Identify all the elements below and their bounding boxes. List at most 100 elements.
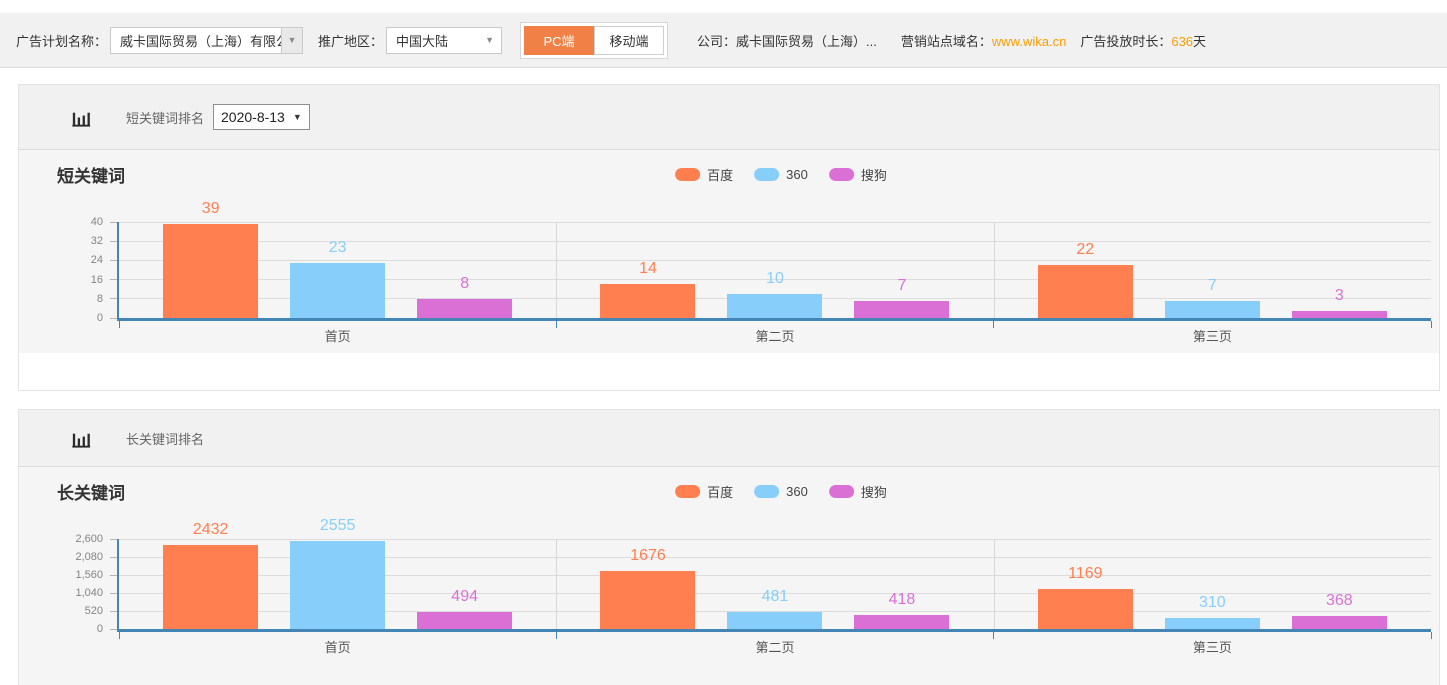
y-axis-tick-label: 24 — [90, 254, 103, 267]
legend-item-360[interactable]: 360 — [754, 484, 808, 499]
x-axis-tick — [555, 321, 557, 328]
y-axis-tick-label: 32 — [90, 235, 103, 248]
bar-column: 1676 — [600, 547, 696, 629]
plan-name-label: 广告计划名称： — [16, 33, 108, 49]
x-axis-line — [117, 318, 1431, 321]
legend-item-baidu[interactable]: 百度 — [675, 482, 733, 501]
legend-item-360[interactable]: 360 — [754, 167, 808, 182]
chart-legend: 百度 360 搜狗 — [675, 165, 887, 184]
bar-column: 14 — [600, 260, 696, 318]
bar-group: 14 10 7 — [556, 222, 993, 318]
gridline — [119, 240, 1431, 242]
bar[interactable] — [600, 571, 696, 629]
bar-groups: 2432 2555 494 1676 481 418 1169 310 368 — [119, 517, 1431, 629]
bar[interactable] — [1037, 588, 1133, 629]
legend-item-sogou[interactable]: 搜狗 — [828, 482, 887, 501]
site-domain-info: 营销站点域名：www.wika.cn — [901, 31, 1066, 50]
legend-item-sogou[interactable]: 搜狗 — [828, 165, 887, 184]
bar-groups: 39 23 8 14 10 7 22 7 3 — [119, 200, 1431, 318]
y-axis-tick — [110, 240, 117, 242]
bar-column: 2432 — [163, 521, 259, 629]
y-axis-tick — [110, 221, 117, 223]
y-axis-tick-label: 520 — [84, 605, 103, 617]
ad-duration-info: 广告投放时长：636天 — [1080, 31, 1206, 50]
bar-value-label: 3 — [1334, 286, 1344, 304]
bar-value-label: 39 — [201, 200, 220, 218]
chart-legend: 百度 360 搜狗 — [675, 482, 887, 501]
bar-column: 2555 — [290, 517, 386, 629]
bar[interactable] — [727, 294, 823, 318]
legend-swatch — [754, 485, 780, 498]
long-keyword-header: 长关键词排名 — [19, 410, 1439, 467]
category-label: 首页 — [324, 640, 351, 655]
bar-column: 39 — [163, 200, 259, 318]
legend-item-baidu[interactable]: 百度 — [675, 165, 733, 184]
legend-swatch — [828, 485, 854, 498]
bar-column: 7 — [854, 277, 950, 318]
y-axis-tick-label: 16 — [90, 273, 103, 286]
company-info: 公司：威卡国际贸易（上海）... — [697, 31, 877, 50]
gridline — [119, 592, 1431, 594]
short-keyword-card: 短关键词排名 2020-8-13 ▼ 短关键词 百度 360 搜狗 0 8 16 24 — [18, 84, 1440, 391]
legend-swatch — [754, 168, 780, 181]
x-axis-tick — [555, 632, 557, 639]
region-value: 中国大陆 — [396, 33, 449, 49]
y-axis-tick — [110, 574, 117, 576]
bar[interactable] — [163, 544, 259, 629]
bar[interactable] — [1164, 618, 1260, 629]
y-axis-tick — [110, 317, 117, 319]
x-axis-tick — [993, 321, 995, 328]
bar[interactable] — [854, 301, 950, 318]
bar[interactable] — [417, 611, 513, 629]
plan-name-select[interactable]: 威卡国际贸易（上海）有限公 ▼ — [110, 26, 304, 54]
legend-swatch — [675, 168, 701, 181]
gridline — [119, 610, 1431, 612]
bar-group: 1169 310 368 — [994, 539, 1431, 629]
bar-group: 39 23 8 — [119, 200, 556, 318]
gridline — [119, 538, 1431, 540]
bar-value-label: 1169 — [1068, 564, 1103, 582]
bar[interactable] — [1291, 310, 1387, 318]
group-separator — [556, 539, 558, 629]
category-label: 第二页 — [755, 640, 795, 655]
bar[interactable] — [854, 614, 950, 629]
y-axis-tick-label: 2,080 — [75, 551, 103, 563]
bar-column: 23 — [290, 238, 386, 318]
y-axis-tick — [110, 592, 117, 594]
x-axis-tick — [118, 321, 120, 328]
gridline — [119, 279, 1431, 281]
long-keyword-chart: 长关键词 百度 360 搜狗 0 520 1,040 1,560 2,080 2,600 2… — [19, 467, 1439, 685]
bar[interactable] — [1291, 616, 1387, 629]
company-label: 公司： — [697, 33, 737, 49]
x-axis-tick — [993, 632, 995, 639]
bar-value-label: 23 — [328, 238, 347, 256]
site-domain-link[interactable]: www.wika.cn — [991, 33, 1067, 49]
date-select[interactable]: 2020-8-13 ▼ — [213, 104, 310, 130]
category-label: 第三页 — [1192, 640, 1232, 655]
x-axis-tick — [1430, 321, 1432, 328]
bar-column: 7 — [1164, 277, 1260, 318]
bar[interactable] — [290, 262, 386, 318]
mobile-tab[interactable]: 移动端 — [594, 25, 665, 55]
short-keyword-chart: 短关键词 百度 360 搜狗 0 8 16 24 32 40 39 23 8 14 10 7 22 7 3 … — [19, 150, 1439, 353]
bar[interactable] — [163, 224, 259, 318]
group-separator — [993, 222, 995, 318]
y-axis-line — [117, 539, 119, 632]
y-axis-tick — [110, 279, 117, 281]
bar[interactable] — [1164, 301, 1260, 318]
bar-value-label: 368 — [1325, 592, 1353, 610]
plot-area: 0 520 1,040 1,560 2,080 2,600 2432 2555 494 1676 4… — [19, 513, 1439, 685]
bar[interactable] — [727, 612, 823, 629]
pc-tab[interactable]: PC端 — [524, 25, 595, 55]
bar-group: 2432 2555 494 — [119, 517, 556, 629]
region-select[interactable]: 中国大陆 ▼ — [386, 26, 503, 54]
bar-column: 8 — [417, 275, 513, 318]
category-label: 第三页 — [1192, 329, 1232, 344]
bar[interactable] — [290, 540, 386, 629]
region-label: 推广地区： — [318, 33, 384, 49]
bar[interactable] — [1037, 265, 1133, 318]
bar-column: 418 — [854, 591, 950, 629]
bar[interactable] — [600, 284, 696, 318]
gridline — [119, 259, 1431, 261]
bar[interactable] — [417, 298, 513, 318]
